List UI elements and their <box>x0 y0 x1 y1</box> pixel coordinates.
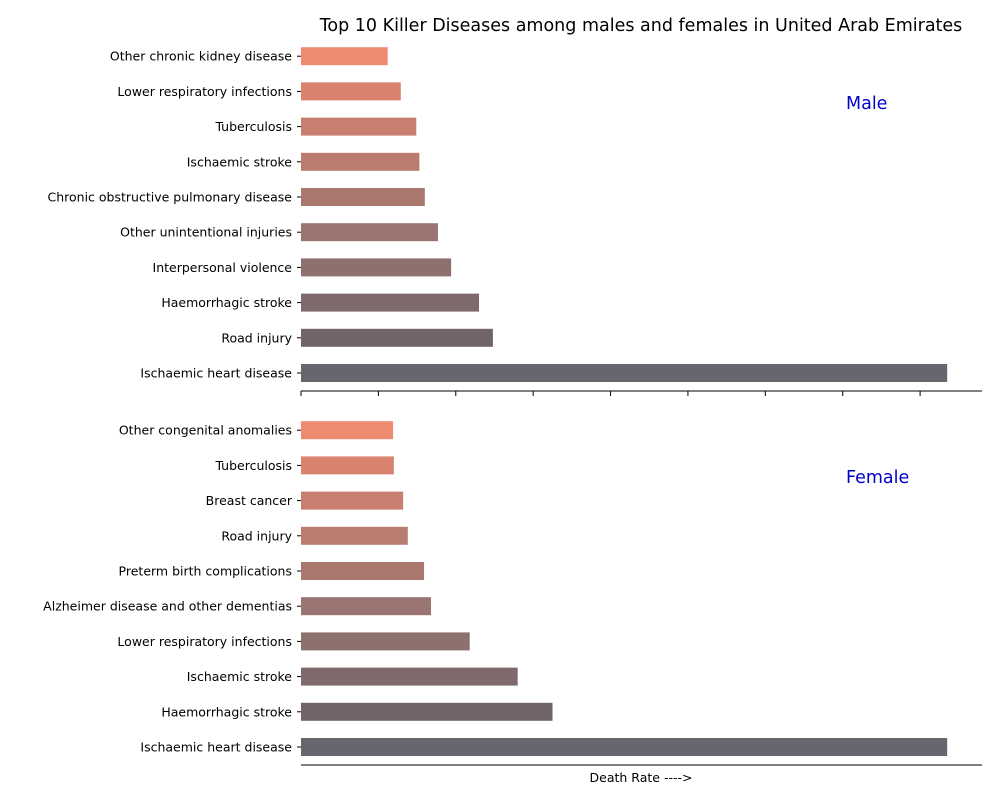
y-tick-label: Chronic obstructive pulmonary disease <box>48 190 293 205</box>
bar-male <box>301 293 479 312</box>
bar-female <box>301 632 470 651</box>
y-tick-label: Other congenital anomalies <box>119 423 292 438</box>
y-tick-label: Lower respiratory infections <box>117 84 292 99</box>
y-tick-label: Ischaemic heart disease <box>140 366 292 381</box>
bar-male <box>301 258 452 277</box>
bar-female <box>301 597 432 616</box>
y-tick-label: Alzheimer disease and other dementias <box>43 599 292 614</box>
y-tick-label: Ischaemic stroke <box>187 669 293 684</box>
y-tick-label: Other chronic kidney disease <box>110 49 292 64</box>
y-tick-label: Haemorrhagic stroke <box>161 295 292 310</box>
bar-female <box>301 702 553 721</box>
y-tick-label: Tuberculosis <box>214 458 292 473</box>
bar-male <box>301 117 417 136</box>
y-tick-label: Haemorrhagic stroke <box>161 704 292 719</box>
x-axis-label: Death Rate ----> <box>590 770 693 785</box>
panel-label-female: Female <box>846 468 909 488</box>
panel-male: Ischaemic heart disease Road injury Haemor… <box>48 47 982 396</box>
panel-female: Ischaemic heart disease Haemorrhagic stro… <box>43 421 982 766</box>
bar-female <box>301 491 404 510</box>
bar-female <box>301 526 408 545</box>
y-tick-label: Preterm birth complications <box>119 564 292 579</box>
panel-label-male: Male <box>846 94 887 114</box>
bar-female <box>301 421 394 440</box>
y-tick-label: Breast cancer <box>206 493 293 508</box>
bar-female <box>301 738 948 756</box>
y-tick-label: Tuberculosis <box>214 119 292 134</box>
bar-male <box>301 223 438 242</box>
y-tick-label: Other unintentional injuries <box>120 225 292 240</box>
bar-male <box>301 188 425 206</box>
chart-title: Top 10 Killer Diseases among males and f… <box>319 16 963 36</box>
y-tick-label: Interpersonal violence <box>153 260 293 275</box>
bar-male <box>301 328 493 347</box>
panels-group: Ischaemic heart disease Road injury Haemor… <box>43 47 982 766</box>
bar-male <box>301 82 401 101</box>
y-tick-label: Road injury <box>221 528 292 543</box>
bar-male <box>301 152 420 171</box>
y-tick-label: Ischaemic heart disease <box>140 740 292 755</box>
bar-male <box>301 364 948 382</box>
bar-female <box>301 562 425 580</box>
bar-male <box>301 47 388 66</box>
bar-female <box>301 456 394 475</box>
y-tick-label: Lower respiratory infections <box>117 634 292 649</box>
y-tick-label: Ischaemic stroke <box>187 154 293 169</box>
y-tick-label: Road injury <box>221 330 292 345</box>
bar-female <box>301 667 518 686</box>
